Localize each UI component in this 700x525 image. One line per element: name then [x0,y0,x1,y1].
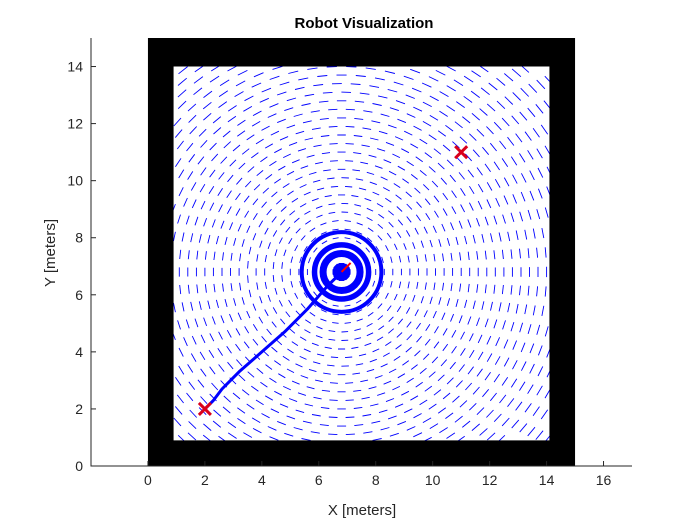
start-marker [197,401,212,416]
y-tick-label: 2 [75,401,83,417]
y-tick-label: 10 [67,173,83,189]
vector-field [171,64,554,444]
y-tick-label: 12 [67,116,83,132]
y-tick-label: 14 [67,59,83,75]
x-tick-label: 12 [482,472,498,488]
x-tick-label: 8 [372,472,380,488]
y-tick-label: 4 [75,344,83,360]
x-tick-label: 10 [425,472,441,488]
x-tick-label: 14 [539,472,555,488]
robot-heading-line [340,262,352,273]
vector-field-ring [319,249,364,294]
x-tick-label: 16 [596,472,612,488]
x-axis-label: X [meters] [328,502,396,519]
robot-path-layer [203,262,352,411]
x-tick-label: 2 [201,472,209,488]
marker-layer [197,145,469,416]
chart-title: Robot Visualization [295,15,434,32]
x-tick-label: 0 [144,472,152,488]
goal-marker [454,145,469,160]
axes: 0 2 4 6 8 10 12 14 16 0 2 4 6 8 10 12 14 [67,38,632,488]
y-axis-label: Y [meters] [42,219,59,287]
y-tick-label: 6 [75,287,83,303]
robot-path [203,270,344,411]
vector-field-ring [311,242,372,302]
x-tick-label: 4 [258,472,266,488]
vector-field-ring [299,230,384,314]
plot-area [147,38,576,466]
y-tick-label: 8 [75,230,83,246]
x-tick-label: 6 [315,472,323,488]
y-tick-label: 0 [75,458,83,474]
